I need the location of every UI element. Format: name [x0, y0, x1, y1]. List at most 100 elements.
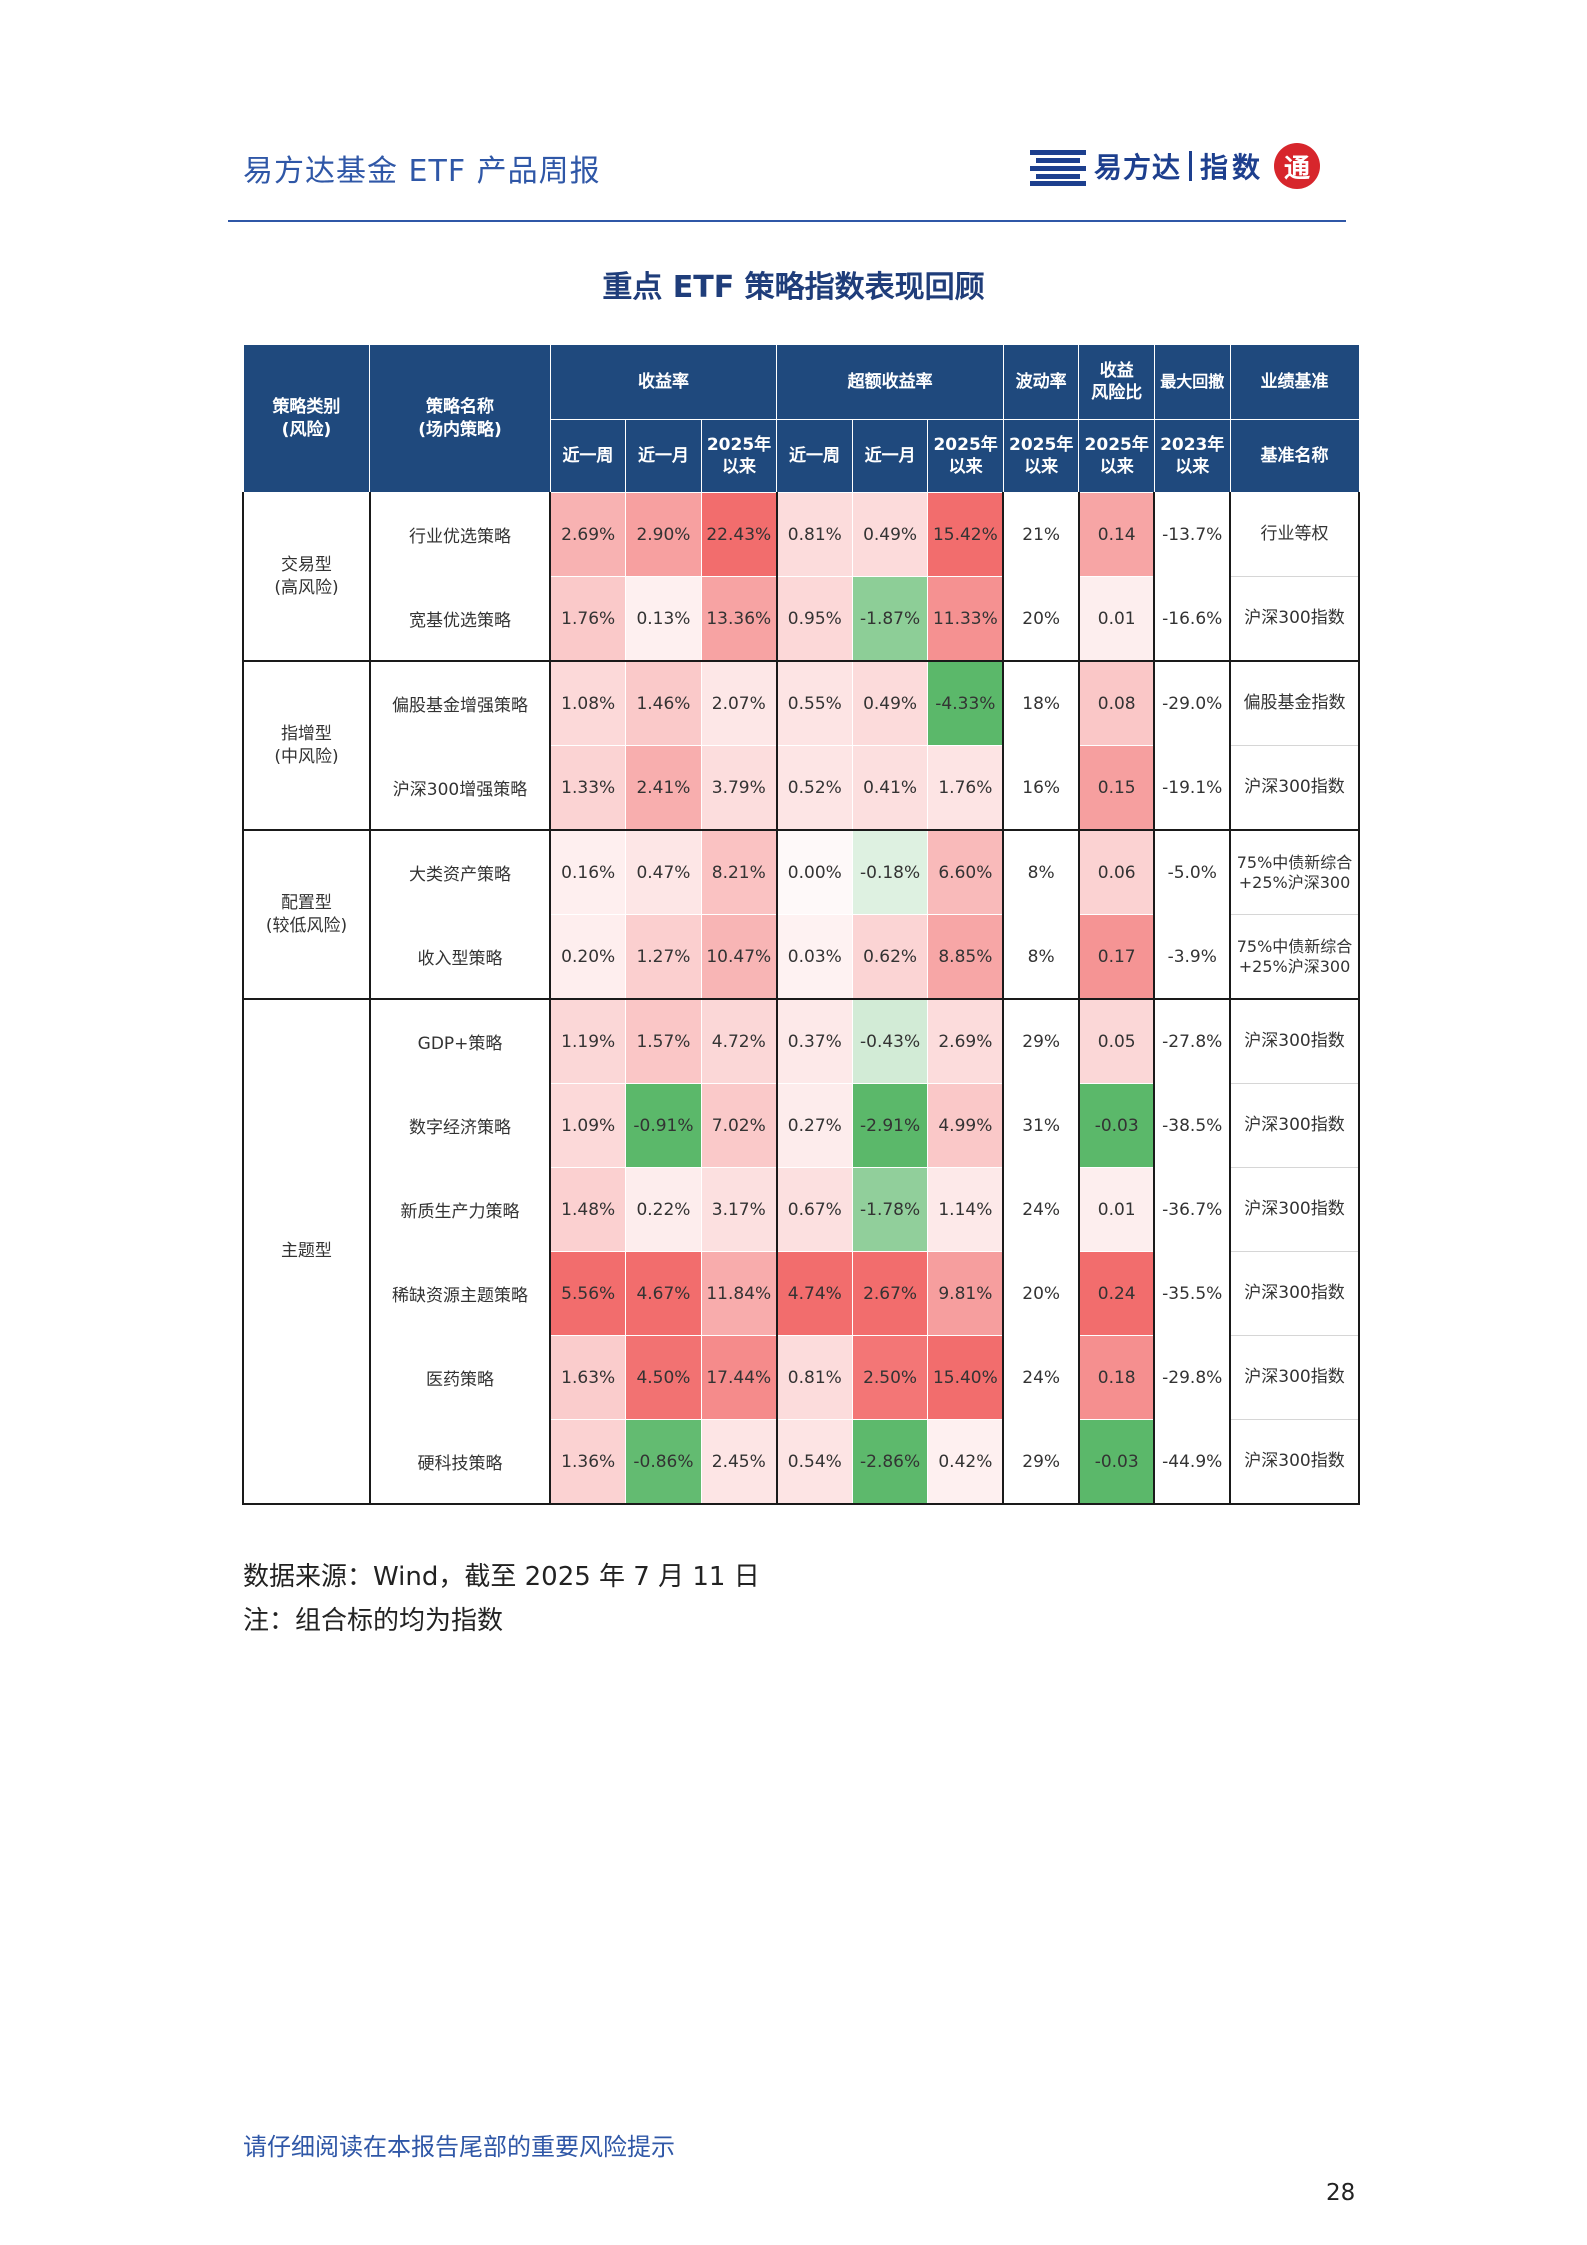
cell-e-ytd: 15.42%: [927, 492, 1004, 577]
col-header-ratio-ytd-l1: 2025年: [1084, 434, 1149, 455]
col-header-ratio-l1: 收益: [1099, 360, 1134, 381]
col-header-bench-name: 基准名称: [1229, 419, 1360, 493]
benchmark-label-2: +25%沪深300: [1238, 956, 1351, 976]
col-header-r-ytd-l2: 以来: [722, 457, 756, 477]
cell-volatility: 8%: [1002, 830, 1080, 915]
col-header-r-month: 近一月: [625, 419, 702, 493]
cell-e-week: 0.00%: [775, 830, 853, 915]
cell-r-month: 2.41%: [625, 745, 702, 831]
cell-benchmark: 75%中债新综合 +25%沪深300: [1230, 914, 1360, 1000]
cell-r-ytd: 4.72%: [701, 999, 778, 1084]
col-header-dd-since2023: 2023年 以来: [1153, 419, 1231, 493]
strategy-name: 宽基优选策略: [369, 576, 552, 662]
table-row: 新质生产力策略 1.48% 0.22% 3.17% 0.67% -1.78% 1.14% 24…: [243, 1167, 1360, 1252]
cell-volatility: 18%: [1002, 661, 1080, 746]
col-header-e-ytd: 2025年 以来: [927, 419, 1004, 493]
cell-max-drawdown: -36.7%: [1154, 1167, 1231, 1252]
cell-e-week: 0.27%: [775, 1083, 853, 1168]
cell-r-ytd: 8.21%: [701, 830, 778, 915]
benchmark-label: 偏股基金指数: [1243, 692, 1346, 713]
cell-e-ytd: -4.33%: [927, 661, 1004, 746]
brand-logo: 易方达 指数 通: [1030, 138, 1321, 194]
cell-e-week: 0.52%: [775, 745, 853, 831]
cell-r-ytd: 22.43%: [701, 492, 778, 577]
benchmark-label: 沪深300指数: [1244, 1030, 1345, 1051]
col-header-vol-ytd-l2: 以来: [1024, 457, 1059, 477]
cell-e-week: 0.95%: [775, 576, 853, 662]
col-header-r-ytd: 2025年 以来: [700, 419, 778, 493]
cell-benchmark: 沪深300指数: [1230, 1335, 1360, 1420]
cell-r-week: 1.63%: [550, 1335, 627, 1420]
cell-r-month: 4.67%: [625, 1251, 702, 1336]
col-header-name-sub: (场内策略): [418, 419, 502, 440]
cell-ratio: 0.17: [1078, 914, 1156, 1000]
cell-e-ytd: 11.33%: [927, 576, 1004, 662]
cell-e-ytd: 2.69%: [927, 999, 1004, 1084]
cell-benchmark: 沪深300指数: [1230, 999, 1360, 1084]
cell-benchmark: 沪深300指数: [1230, 576, 1360, 662]
cell-e-week: 0.81%: [775, 1335, 853, 1420]
cell-e-week: 4.74%: [775, 1251, 853, 1336]
page-number: 28: [1326, 2180, 1356, 2206]
cell-volatility: 16%: [1002, 745, 1080, 831]
benchmark-label: 行业等权: [1260, 523, 1329, 544]
cell-r-week: 1.33%: [550, 745, 627, 831]
benchmark-label: 75%中债新综合: [1236, 936, 1353, 956]
cell-e-month: -0.18%: [852, 830, 929, 915]
col-header-return-group: 收益率: [549, 344, 778, 420]
cell-max-drawdown: -44.9%: [1154, 1419, 1231, 1505]
cell-volatility: 24%: [1002, 1167, 1080, 1252]
cell-r-month: 0.47%: [625, 830, 702, 915]
source-note: 数据来源：Wind，截至 2025 年 7 月 11 日: [243, 1562, 760, 1592]
benchmark-label: 75%中债新综合: [1236, 852, 1353, 872]
cell-r-ytd: 2.07%: [701, 661, 778, 746]
cell-e-week: 0.55%: [775, 661, 853, 746]
cell-max-drawdown: -16.6%: [1154, 576, 1231, 662]
cell-max-drawdown: -27.8%: [1154, 999, 1231, 1084]
cell-benchmark: 沪深300指数: [1230, 745, 1360, 831]
col-header-e-month: 近一月: [851, 419, 929, 493]
cell-r-month: -0.91%: [625, 1083, 702, 1168]
cell-volatility: 24%: [1002, 1335, 1080, 1420]
col-header-r-ytd-l1: 2025年: [706, 434, 772, 455]
cell-e-month: -0.43%: [852, 999, 929, 1084]
strategy-performance-table: 策略类别 (风险) 策略名称 (场内策略) 收益率 超额收益率 波动率 收益 风…: [242, 344, 1360, 1505]
cell-e-month: 2.67%: [852, 1251, 929, 1336]
strategy-name: 新质生产力策略: [369, 1167, 552, 1252]
cell-r-week: 1.76%: [550, 576, 627, 662]
col-header-vol-ytd: 2025年 以来: [1002, 419, 1080, 493]
cell-e-ytd: 1.76%: [927, 745, 1004, 831]
col-header-ratio-l2: 风险比: [1091, 383, 1143, 403]
col-header-ratio: 收益 风险比: [1078, 344, 1155, 420]
category-label: 主题型: [280, 1241, 332, 1262]
strategy-name: 硬科技策略: [369, 1419, 552, 1505]
category-cell: 交易型 (高风险): [242, 492, 371, 662]
cell-r-month: 1.27%: [625, 914, 702, 1000]
cell-r-ytd: 3.79%: [701, 745, 778, 831]
col-header-ratio-ytd: 2025年 以来: [1078, 419, 1155, 493]
col-header-r-week: 近一周: [549, 419, 627, 493]
cell-max-drawdown: -29.0%: [1154, 661, 1231, 746]
cell-r-week: 2.69%: [550, 492, 627, 577]
cell-r-week: 1.08%: [550, 661, 627, 746]
cell-max-drawdown: -35.5%: [1154, 1251, 1231, 1336]
cell-ratio: 0.06: [1078, 830, 1156, 915]
category-label: 配置型: [280, 892, 332, 913]
col-header-dd-l2: 以来: [1175, 457, 1210, 477]
logo-name: 易方达: [1094, 151, 1182, 184]
logo-seal-icon: 通: [1274, 143, 1321, 189]
benchmark-label-2: +25%沪深300: [1238, 872, 1351, 892]
cell-max-drawdown: -19.1%: [1154, 745, 1231, 831]
benchmark-label: 沪深300指数: [1244, 1366, 1345, 1387]
col-header-name-label: 策略名称: [426, 397, 495, 418]
cell-r-week: 5.56%: [550, 1251, 627, 1336]
cell-volatility: 8%: [1002, 914, 1080, 1000]
table-title: 重点 ETF 策略指数表现回顾: [602, 270, 985, 305]
cell-e-month: -1.78%: [852, 1167, 929, 1252]
cell-r-month: 1.46%: [625, 661, 702, 746]
cell-r-month: 0.22%: [625, 1167, 702, 1252]
table-row: 配置型 (较低风险) 大类资产策略 0.16% 0.47% 8.21% 0.00% -0.18…: [242, 830, 1360, 1000]
cell-volatility: 21%: [1002, 492, 1080, 577]
header-divider: [228, 220, 1346, 222]
strategy-name: GDP+策略: [369, 999, 552, 1084]
